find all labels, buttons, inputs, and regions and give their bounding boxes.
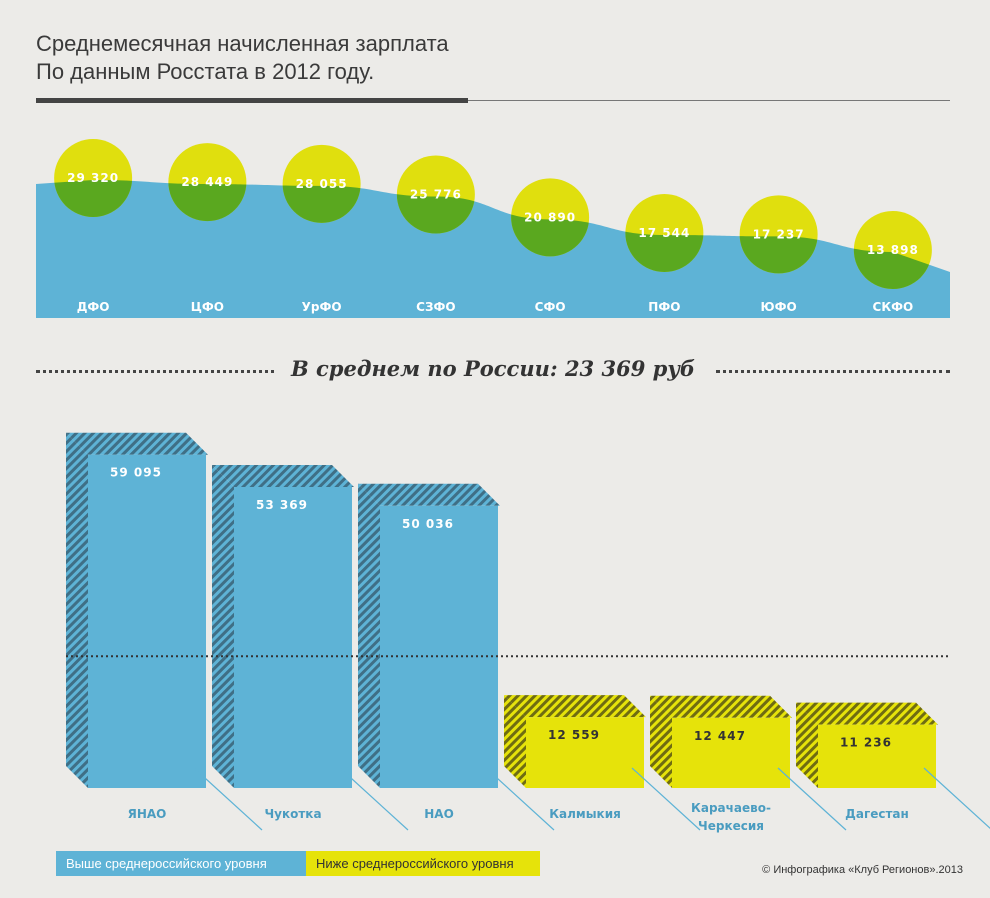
bar-side-face bbox=[796, 702, 818, 788]
district-category-label: ДФО bbox=[77, 300, 110, 314]
average-label-wrap: В среднем по России: 23 369 руб bbox=[36, 355, 950, 383]
district-point: 20 890 СФО bbox=[511, 178, 590, 314]
legend-above-label: Выше среднероссийского уровня bbox=[66, 856, 267, 871]
bar-front-face bbox=[88, 454, 206, 788]
district-point: 13 898 СКФО bbox=[853, 211, 932, 314]
bar-connector-line bbox=[923, 767, 990, 829]
legend-above: Выше среднероссийского уровня bbox=[56, 851, 306, 876]
region-bar: 12 559 Калмыкия bbox=[504, 695, 701, 831]
region-bar: 50 036 НАО bbox=[358, 483, 555, 831]
bar-category-label: НАО bbox=[424, 807, 454, 821]
district-value-label: 25 776 bbox=[410, 188, 462, 202]
district-category-label: ЦФО bbox=[191, 300, 224, 314]
average-dots-left bbox=[36, 370, 306, 373]
bar-top-face bbox=[650, 695, 792, 718]
region-bar: 53 369 Чукотка bbox=[212, 464, 409, 831]
bar-top-face bbox=[212, 464, 354, 487]
bar-connector-line bbox=[777, 767, 847, 831]
bar-top-face bbox=[66, 432, 208, 455]
district-value-label: 29 320 bbox=[67, 171, 119, 185]
bar-value-label: 50 036 bbox=[402, 517, 454, 531]
district-area-chart: 29 320 ДФО 28 449 ЦФО 28 055 УрФО 25 776 СЗФО 20… bbox=[36, 139, 950, 318]
district-value-label: 28 449 bbox=[181, 175, 233, 189]
bar-connector-line bbox=[631, 767, 701, 831]
district-category-label: СКФО bbox=[873, 300, 914, 314]
area-fill bbox=[36, 180, 950, 318]
district-category-label: ПФО bbox=[648, 300, 680, 314]
average-dots-right bbox=[716, 370, 950, 373]
district-value-label: 28 055 bbox=[296, 177, 348, 191]
bar-category-label: Дагестан bbox=[845, 807, 909, 821]
district-point: 17 237 ЮФО bbox=[739, 195, 818, 314]
district-category-label: СЗФО bbox=[416, 300, 455, 314]
district-point: 17 544 ПФО bbox=[625, 193, 704, 314]
bar-category-label: Черкесия bbox=[698, 819, 764, 833]
district-value-label: 17 237 bbox=[753, 227, 805, 241]
district-circle-bottom bbox=[54, 180, 133, 217]
bar-category-label: Чукотка bbox=[264, 807, 321, 821]
district-value-label: 13 898 bbox=[867, 243, 919, 257]
bar-side-face bbox=[358, 483, 380, 788]
bar-top-face bbox=[504, 695, 646, 718]
district-category-label: ЮФО bbox=[761, 300, 797, 314]
bar-value-label: 53 369 bbox=[256, 498, 308, 512]
district-point: 25 776 СЗФО bbox=[396, 155, 475, 314]
district-category-label: СФО bbox=[535, 300, 566, 314]
bar-side-face bbox=[650, 695, 672, 788]
bar-side-face bbox=[66, 432, 88, 788]
bar-value-label: 11 236 bbox=[840, 736, 892, 750]
region-bar: 59 095 ЯНАО bbox=[66, 432, 263, 831]
bar-value-label: 12 447 bbox=[694, 729, 746, 743]
bar-connector-line bbox=[339, 767, 409, 831]
average-divider: В среднем по России: 23 369 руб bbox=[36, 355, 950, 385]
credit-text: © Инфографика «Клуб Регионов».2013 bbox=[762, 864, 963, 876]
region-bar: 12 447 Карачаево- Черкесия bbox=[650, 695, 847, 833]
bar-category-label: Калмыкия bbox=[549, 807, 621, 821]
bar-front-face bbox=[380, 505, 498, 788]
bar-top-face bbox=[796, 702, 938, 725]
bar-front-face bbox=[672, 717, 790, 788]
bar-category-label: Карачаево- bbox=[691, 801, 771, 815]
title-line-1: Среднемесячная начисленная зарплата bbox=[36, 31, 449, 56]
district-point: 29 320 ДФО bbox=[54, 139, 133, 314]
district-category-label: УрФО bbox=[302, 300, 342, 314]
chart-title: Среднемесячная начисленная зарплата По д… bbox=[36, 30, 449, 86]
bar-connector-line bbox=[485, 767, 555, 831]
bar-front-face bbox=[526, 717, 644, 788]
bar-side-face bbox=[504, 695, 526, 788]
district-value-label: 20 890 bbox=[524, 210, 576, 224]
title-rule-thick bbox=[36, 98, 468, 103]
bar-front-face bbox=[818, 724, 936, 788]
bar-side-face bbox=[212, 464, 234, 788]
legend-below: Ниже среднероссийского уровня bbox=[306, 851, 540, 876]
district-value-label: 17 544 bbox=[638, 226, 690, 240]
region-bar: 11 236 Дагестан bbox=[796, 702, 990, 829]
title-rule-thin bbox=[468, 100, 950, 101]
bar-front-face bbox=[234, 486, 352, 788]
average-label: В среднем по России: 23 369 руб bbox=[274, 356, 712, 381]
district-point: 28 449 ЦФО bbox=[168, 143, 247, 314]
district-point: 28 055 УрФО bbox=[282, 144, 361, 314]
bar-value-label: 59 095 bbox=[110, 466, 162, 480]
bar-value-label: 12 559 bbox=[548, 728, 600, 742]
legend-below-label: Ниже среднероссийского уровня bbox=[316, 856, 514, 871]
bar-top-face bbox=[358, 483, 500, 506]
bar-connector-line bbox=[193, 767, 263, 831]
title-line-2: По данным Росстата в 2012 году. bbox=[36, 59, 375, 84]
bar-category-label: ЯНАО bbox=[128, 807, 167, 821]
region-bar-chart: 59 095 ЯНАО 53 369 Чукотка 50 036 НАО 12 559 Ка… bbox=[66, 432, 990, 833]
